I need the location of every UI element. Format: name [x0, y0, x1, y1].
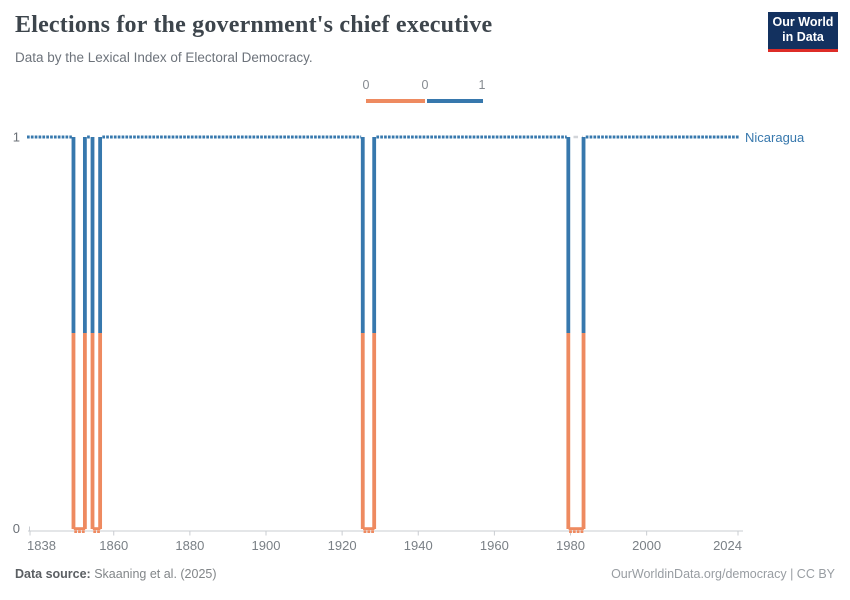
data-point-marker	[93, 530, 97, 533]
x-tick-label: 1980	[556, 538, 585, 553]
transition-bottom	[566, 333, 571, 529]
legend-label-max: 1	[478, 78, 486, 92]
data-point-marker	[371, 530, 374, 533]
data-point-marker	[363, 530, 367, 533]
x-tick-label: 1860	[99, 538, 128, 553]
data-point-marker	[580, 530, 584, 533]
transition-bottom	[360, 333, 365, 529]
data-source-label: Data source:	[15, 567, 91, 581]
x-tick-label: 1920	[328, 538, 357, 553]
x-tick-label: 1838	[27, 538, 56, 553]
transition-top	[98, 137, 103, 333]
x-tick-label: 1880	[175, 538, 204, 553]
data-point-marker	[81, 530, 85, 533]
data-point-marker	[569, 530, 572, 533]
transition-top	[90, 137, 95, 333]
footer-license-link[interactable]: OurWorldinData.org/democracy | CC BY	[611, 567, 835, 581]
transition-top	[372, 137, 377, 333]
transition-bottom	[581, 333, 586, 529]
chart-title: Elections for the government's chief exe…	[15, 12, 493, 38]
data-source-text: Skaaning et al. (2025)	[94, 567, 217, 581]
x-tick-label: 1900	[252, 538, 281, 553]
chart-subtitle: Data by the Lexical Index of Electoral D…	[15, 50, 313, 65]
transition-bottom	[90, 333, 95, 529]
data-point-marker	[97, 530, 100, 533]
x-tick-label: 1960	[480, 538, 509, 553]
color-legend[interactable]: 0 0 1	[340, 78, 510, 106]
entity-label-nicaragua[interactable]: Nicaragua	[745, 130, 805, 145]
transition-top	[566, 137, 571, 333]
transition-top	[581, 137, 586, 333]
legend-label-mid: 0	[421, 78, 429, 92]
data-point-marker	[576, 530, 580, 533]
owid-logo[interactable]: Our World in Data	[768, 12, 838, 52]
legend-colorbar-zero[interactable]	[366, 99, 425, 103]
x-tick-label: 2000	[632, 538, 661, 553]
legend-colorbar-one[interactable]	[427, 99, 483, 103]
data-point-marker	[78, 530, 81, 533]
x-tick-label: 1940	[404, 538, 433, 553]
plot-area[interactable]	[28, 130, 743, 535]
transition-bottom	[98, 333, 103, 529]
transition-bottom	[372, 333, 377, 529]
data-point-marker	[74, 530, 78, 533]
y-tick-label: 0	[13, 521, 20, 536]
chart-footer: Data source: Skaaning et al. (2025) OurW…	[15, 567, 835, 581]
transition-top	[82, 137, 87, 333]
y-tick-label: 1	[13, 130, 20, 145]
transition-top	[71, 137, 76, 333]
owid-logo-line2: in Data	[782, 30, 824, 44]
owid-logo-line1: Our World	[772, 15, 834, 29]
chart-canvas[interactable]: 1838 1860 1880 1900 1920 1940 1960 1980 2000 2024…	[0, 110, 850, 580]
transition-bottom	[71, 333, 76, 529]
transition-top	[360, 137, 365, 333]
x-tick-label: 2024	[713, 538, 742, 553]
data-point-marker	[367, 530, 371, 533]
data-point-marker	[572, 530, 576, 533]
transition-bottom	[82, 333, 87, 529]
legend-label-min: 0	[362, 78, 370, 92]
